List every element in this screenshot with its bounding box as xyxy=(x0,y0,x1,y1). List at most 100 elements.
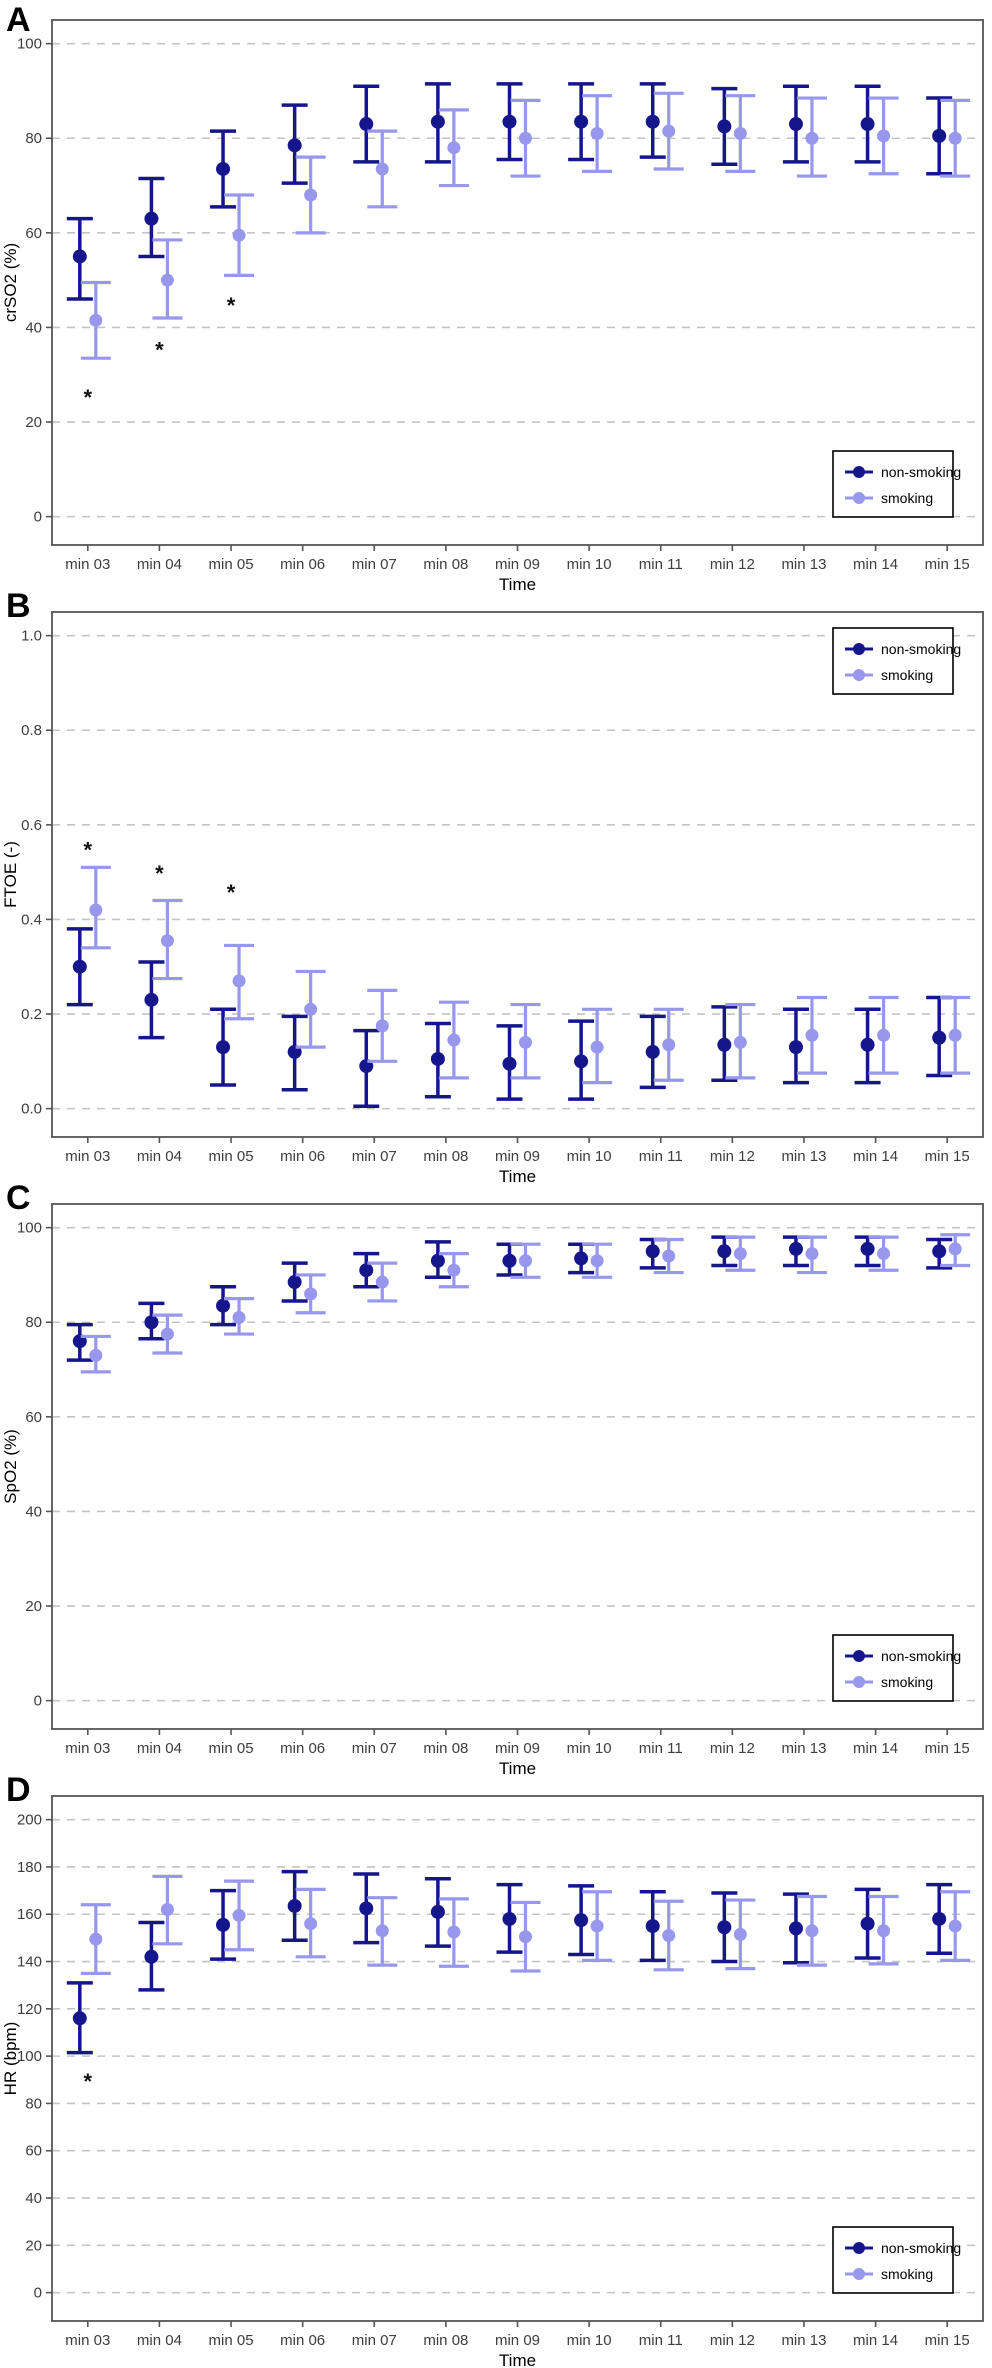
series-smoking xyxy=(80,1233,971,1374)
data-point xyxy=(932,1030,947,1045)
data-point xyxy=(877,129,891,143)
legend-marker-dot xyxy=(853,492,865,504)
x-axis: min 03 min 04 min 05 min 06 min 07 min 08 min … xyxy=(65,2321,970,2349)
data-point xyxy=(216,1040,231,1055)
significance-asterisk: * xyxy=(227,293,236,318)
data-point xyxy=(662,1249,676,1263)
series-non-smoking xyxy=(66,927,953,1109)
data-point xyxy=(447,1925,461,1939)
gridlines: 0 20 40 60 80 100 120 140 160 180 200 xyxy=(17,1812,983,2302)
panel-b: B 0.0 0.2 0.4 0.6 0.8 1.0 min 03 min 04 min 05 mi… xyxy=(0,587,992,1184)
data-point xyxy=(144,992,159,1007)
significance-markers: * * * xyxy=(84,837,236,905)
y-axis-title: crSO2 (%) xyxy=(1,243,20,322)
y-tick-label: 80 xyxy=(25,2095,42,2112)
data-point xyxy=(645,1244,660,1259)
data-point xyxy=(216,1917,231,1932)
data-point xyxy=(788,1241,803,1256)
y-tick-label: 1.0 xyxy=(21,628,42,645)
y-tick-label: 60 xyxy=(25,2143,42,2160)
x-tick-label: min 13 xyxy=(781,1740,826,1757)
y-tick-label: 0 xyxy=(34,1693,42,1710)
y-tick-label: 20 xyxy=(25,1598,42,1615)
data-point xyxy=(447,1263,461,1277)
x-tick-label: min 15 xyxy=(925,2332,970,2349)
significance-asterisk: * xyxy=(227,880,236,905)
x-tick-label: min 05 xyxy=(209,1148,254,1165)
x-tick-label: min 10 xyxy=(567,1148,612,1165)
x-tick-label: min 03 xyxy=(65,556,110,573)
panel-d-label: D xyxy=(6,1771,31,1809)
y-tick-label: 40 xyxy=(25,319,42,336)
data-point xyxy=(860,1037,875,1052)
legend-box xyxy=(832,2226,954,2294)
data-point xyxy=(877,1028,891,1042)
data-point xyxy=(574,1913,589,1928)
x-tick-label: min 04 xyxy=(137,1148,182,1165)
data-point xyxy=(144,211,159,226)
data-point xyxy=(662,1929,676,1943)
x-tick-label: min 08 xyxy=(423,556,468,573)
legend-label: smoking xyxy=(881,2266,933,2282)
x-tick-label: min 08 xyxy=(423,2332,468,2349)
data-point xyxy=(359,117,374,132)
x-tick-label: min 05 xyxy=(209,556,254,573)
y-tick-label: 0 xyxy=(34,2285,42,2302)
y-tick-label: 100 xyxy=(17,36,42,53)
data-point xyxy=(717,1920,732,1935)
data-point xyxy=(662,1038,676,1052)
legend-marker-dot xyxy=(853,643,865,655)
legend-marker-dot xyxy=(853,1650,865,1662)
legend-label: non-smoking xyxy=(881,641,961,657)
data-point xyxy=(375,162,389,176)
x-tick-label: min 07 xyxy=(352,2332,397,2349)
data-point xyxy=(89,313,103,327)
data-point xyxy=(860,1241,875,1256)
data-point xyxy=(877,1247,891,1261)
x-tick-label: min 14 xyxy=(853,556,898,573)
data-point xyxy=(160,934,174,948)
legend-marker-dot xyxy=(853,2242,865,2254)
y-tick-label: 20 xyxy=(25,414,42,431)
y-tick-label: 100 xyxy=(17,1220,42,1237)
data-point xyxy=(502,1056,517,1071)
data-point xyxy=(160,1903,174,1917)
significance-asterisk: * xyxy=(155,338,164,363)
x-tick-label: min 06 xyxy=(280,1740,325,1757)
data-point xyxy=(519,1254,532,1268)
x-tick-label: min 10 xyxy=(567,2332,612,2349)
x-tick-label: min 03 xyxy=(65,1148,110,1165)
data-point xyxy=(72,959,87,974)
data-point xyxy=(733,1247,747,1261)
x-tick-label: min 15 xyxy=(925,556,970,573)
x-axis-title: Time xyxy=(499,1167,536,1184)
legend-box xyxy=(832,450,954,518)
legend-marker-dot xyxy=(853,669,865,681)
significance-markers: * xyxy=(84,2069,93,2094)
data-point xyxy=(590,127,604,141)
series-non-smoking xyxy=(66,82,953,301)
data-point xyxy=(72,249,87,264)
plot-frame xyxy=(51,1203,984,1730)
data-point xyxy=(733,127,747,141)
data-point xyxy=(645,114,660,129)
y-tick-label: 80 xyxy=(25,130,42,147)
y-tick-label: 100 xyxy=(17,2048,42,2065)
data-point xyxy=(519,131,532,145)
x-tick-label: min 06 xyxy=(280,1148,325,1165)
data-point xyxy=(662,124,676,138)
significance-asterisk: * xyxy=(84,2069,93,2094)
y-tick-label: 0.0 xyxy=(21,1101,42,1118)
x-axis-title: Time xyxy=(499,1759,536,1776)
data-point xyxy=(717,119,732,134)
x-tick-label: min 10 xyxy=(567,1740,612,1757)
data-point xyxy=(304,188,318,202)
data-point xyxy=(948,1242,962,1256)
y-axis-title: HR (bpm) xyxy=(1,2022,20,2096)
data-point xyxy=(788,1921,803,1936)
data-point xyxy=(359,1263,374,1278)
plot-frame xyxy=(51,1795,984,2322)
